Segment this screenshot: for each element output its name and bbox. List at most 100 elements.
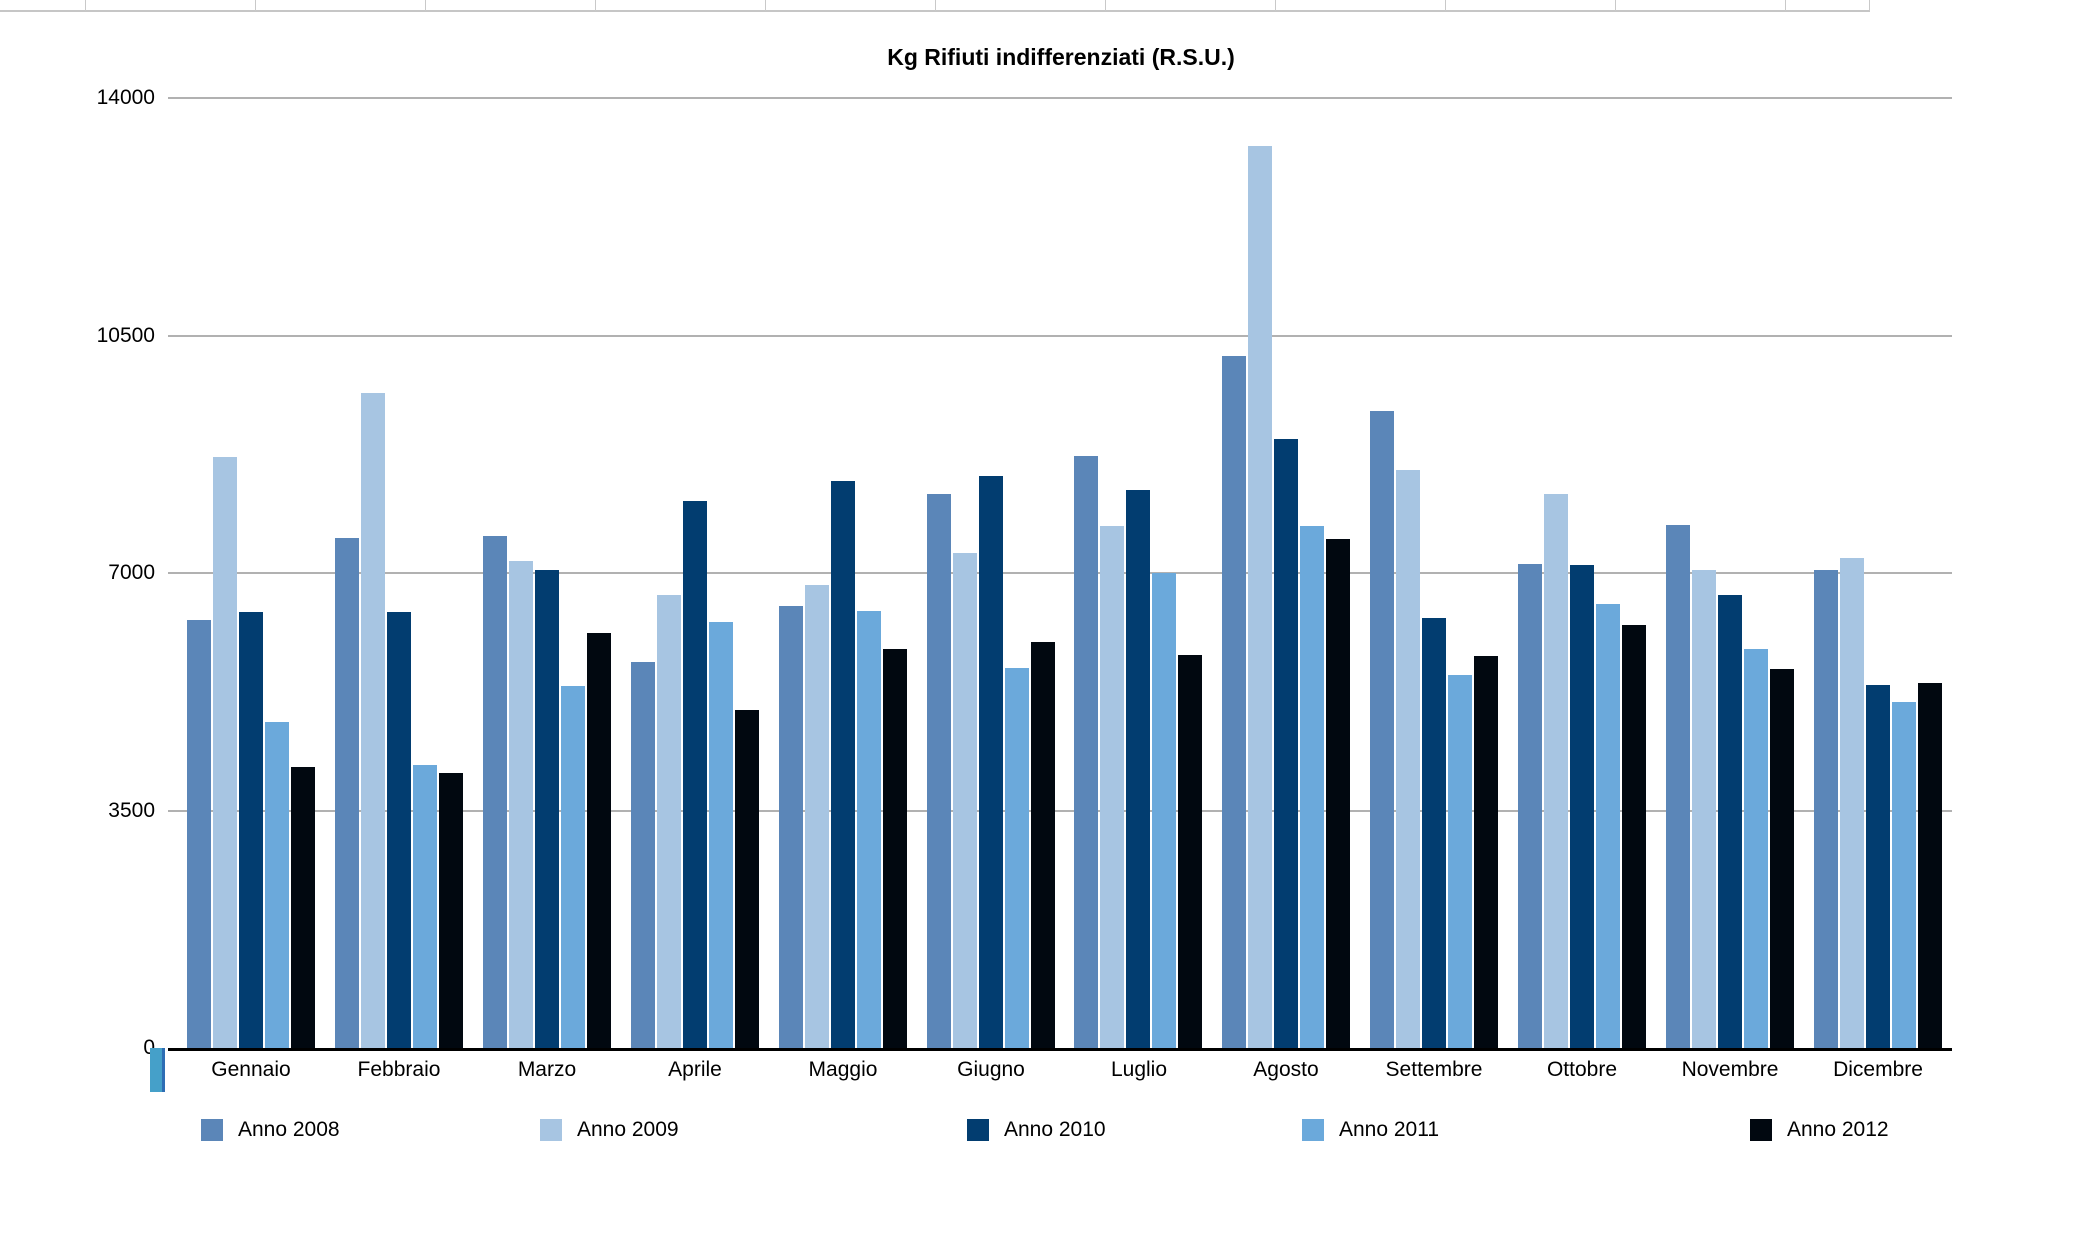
sheet-column-border (1105, 0, 1106, 11)
bar-aprile-anno-2010[interactable] (683, 501, 707, 1048)
bar-novembre-anno-2010[interactable] (1718, 595, 1742, 1048)
bar-maggio-anno-2009[interactable] (805, 585, 829, 1048)
gridline-7000 (168, 572, 1952, 574)
x-tick-label-agosto: Agosto (1253, 1058, 1319, 1081)
bar-aprile-anno-2012[interactable] (735, 710, 759, 1048)
bar-giugno-anno-2009[interactable] (953, 553, 977, 1048)
bar-ottobre-anno-2008[interactable] (1518, 564, 1542, 1048)
bar-marzo-anno-2009[interactable] (509, 561, 533, 1048)
bar-febbraio-anno-2010[interactable] (387, 612, 411, 1048)
bar-gennaio-anno-2009[interactable] (213, 457, 237, 1048)
bar-marzo-anno-2012[interactable] (587, 633, 611, 1048)
y-tick-label-10500: 10500 (96, 324, 155, 347)
sheet-column-border (1445, 0, 1446, 11)
legend-label: Anno 2012 (1787, 1118, 1889, 1141)
bar-agosto-anno-2011[interactable] (1300, 526, 1324, 1049)
bar-dicembre-anno-2008[interactable] (1814, 570, 1838, 1048)
bar-luglio-anno-2011[interactable] (1152, 573, 1176, 1048)
bar-dicembre-anno-2009[interactable] (1840, 558, 1864, 1048)
bar-gennaio-anno-2012[interactable] (291, 767, 315, 1048)
bar-febbraio-anno-2012[interactable] (439, 773, 463, 1049)
bar-maggio-anno-2011[interactable] (857, 611, 881, 1048)
bar-marzo-anno-2010[interactable] (535, 570, 559, 1048)
legend-swatch-icon (1750, 1119, 1772, 1141)
bar-dicembre-anno-2010[interactable] (1866, 685, 1890, 1048)
bar-agosto-anno-2008[interactable] (1222, 356, 1246, 1048)
sheet-column-border (1615, 0, 1616, 11)
bar-giugno-anno-2011[interactable] (1005, 668, 1029, 1048)
bar-novembre-anno-2009[interactable] (1692, 570, 1716, 1048)
bar-maggio-anno-2012[interactable] (883, 649, 907, 1048)
bar-luglio-anno-2010[interactable] (1126, 490, 1150, 1048)
bar-febbraio-anno-2008[interactable] (335, 538, 359, 1048)
x-tick-label-aprile: Aprile (668, 1058, 722, 1081)
gridline-10500 (168, 335, 1952, 337)
bar-ottobre-anno-2012[interactable] (1622, 625, 1646, 1048)
legend-swatch-icon (1302, 1119, 1324, 1141)
sheet-column-border (425, 0, 426, 11)
bar-ottobre-anno-2010[interactable] (1570, 565, 1594, 1048)
x-tick-label-giugno: Giugno (957, 1058, 1025, 1081)
sheet-column-border (765, 0, 766, 11)
bar-settembre-anno-2008[interactable] (1370, 411, 1394, 1048)
bar-luglio-anno-2012[interactable] (1178, 655, 1202, 1048)
bar-agosto-anno-2009[interactable] (1248, 146, 1272, 1048)
bar-ottobre-anno-2009[interactable] (1544, 494, 1568, 1048)
bar-settembre-anno-2009[interactable] (1396, 470, 1420, 1048)
x-axis-line (168, 1048, 1952, 1051)
bar-settembre-anno-2012[interactable] (1474, 656, 1498, 1048)
bar-aprile-anno-2008[interactable] (631, 662, 655, 1048)
legend-label: Anno 2008 (238, 1118, 340, 1141)
x-tick-label-novembre: Novembre (1681, 1058, 1779, 1081)
bar-novembre-anno-2012[interactable] (1770, 669, 1794, 1048)
bar-giugno-anno-2008[interactable] (927, 494, 951, 1048)
bar-settembre-anno-2011[interactable] (1448, 675, 1472, 1048)
y-tick-label-0: 0 (0, 1036, 155, 1060)
chart-title: Kg Rifiuti indifferenziati (R.S.U.) (887, 44, 1235, 70)
sheet-column-border (1275, 0, 1276, 11)
sheet-column-border (935, 0, 936, 11)
bar-maggio-anno-2010[interactable] (831, 481, 855, 1048)
legend-swatch-icon (201, 1119, 223, 1141)
sheet-column-border (255, 0, 256, 11)
bar-luglio-anno-2008[interactable] (1074, 456, 1098, 1048)
bar-marzo-anno-2011[interactable] (561, 686, 585, 1048)
bar-novembre-anno-2008[interactable] (1666, 525, 1690, 1048)
sheet-column-border (1869, 0, 1870, 11)
bar-ottobre-anno-2011[interactable] (1596, 604, 1620, 1048)
bar-febbraio-anno-2009[interactable] (361, 393, 385, 1049)
bar-aprile-anno-2011[interactable] (709, 622, 733, 1048)
bar-agosto-anno-2012[interactable] (1326, 539, 1350, 1048)
x-tick-label-ottobre: Ottobre (1546, 1058, 1618, 1081)
bar-giugno-anno-2010[interactable] (979, 476, 1003, 1048)
legend-label: Anno 2011 (1339, 1118, 1440, 1141)
x-tick-label-gennaio: Gennaio (211, 1058, 291, 1081)
bar-gennaio-anno-2011[interactable] (265, 722, 289, 1048)
bar-gennaio-anno-2008[interactable] (187, 620, 211, 1048)
x-tick-label-dicembre: Dicembre (1833, 1058, 1923, 1081)
selection-handle-artifact (150, 1048, 165, 1092)
sheet-row-border (0, 10, 1870, 12)
bar-maggio-anno-2008[interactable] (779, 606, 803, 1048)
bar-dicembre-anno-2012[interactable] (1918, 683, 1942, 1048)
x-tick-label-febbraio: Febbraio (357, 1058, 441, 1081)
bar-novembre-anno-2011[interactable] (1744, 649, 1768, 1048)
y-tick-label-14000: 14000 (96, 86, 155, 109)
y-tick-label-3500: 3500 (108, 799, 155, 822)
bar-aprile-anno-2009[interactable] (657, 595, 681, 1048)
legend-label: Anno 2009 (577, 1118, 679, 1141)
x-tick-label-marzo: Marzo (517, 1058, 577, 1081)
x-tick-label-maggio: Maggio (808, 1058, 878, 1081)
bar-febbraio-anno-2011[interactable] (413, 765, 437, 1048)
bar-gennaio-anno-2010[interactable] (239, 612, 263, 1048)
legend-swatch-icon (967, 1119, 989, 1141)
bar-settembre-anno-2010[interactable] (1422, 618, 1446, 1048)
sheet-column-border (85, 0, 86, 11)
bar-marzo-anno-2008[interactable] (483, 536, 507, 1048)
bar-dicembre-anno-2011[interactable] (1892, 702, 1916, 1048)
bar-luglio-anno-2009[interactable] (1100, 526, 1124, 1049)
bar-giugno-anno-2012[interactable] (1031, 642, 1055, 1048)
bar-agosto-anno-2010[interactable] (1274, 439, 1298, 1048)
gridline-14000 (168, 97, 1952, 99)
